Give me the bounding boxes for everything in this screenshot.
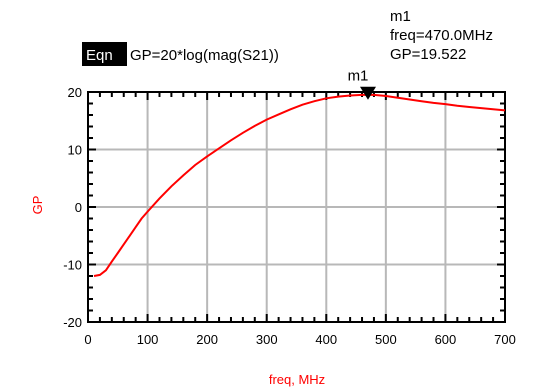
x-axis-label: freq, MHz bbox=[269, 372, 325, 387]
x-tick-label: 100 bbox=[137, 332, 159, 347]
x-tick-label: 0 bbox=[84, 332, 91, 347]
x-tick-label: 700 bbox=[494, 332, 516, 347]
y-tick-label: -10 bbox=[63, 258, 82, 273]
y-axis-label: GP bbox=[30, 196, 45, 215]
x-tick-label: 400 bbox=[315, 332, 337, 347]
eqn-tag: Eqn bbox=[86, 47, 113, 64]
y-tick-label: 10 bbox=[68, 143, 82, 158]
equation-text: GP=20*log(mag(S21)) bbox=[130, 47, 279, 64]
y-tick-label: -20 bbox=[63, 315, 82, 330]
y-tick-label: 20 bbox=[68, 85, 82, 100]
marker-readout-value: GP=19.522 bbox=[390, 46, 466, 63]
series-line bbox=[93, 93, 506, 277]
marker-triangle bbox=[359, 86, 376, 100]
x-tick-label: 200 bbox=[196, 332, 218, 347]
marker-label: m1 bbox=[348, 68, 369, 85]
marker-readout-freq: freq=470.0MHz bbox=[390, 27, 493, 44]
x-tick-label: 600 bbox=[435, 332, 457, 347]
marker-readout-name: m1 bbox=[390, 8, 411, 25]
x-tick-label: 500 bbox=[375, 332, 397, 347]
x-tick-label: 300 bbox=[256, 332, 278, 347]
eqn-tag-box bbox=[82, 42, 127, 66]
y-tick-label: 0 bbox=[75, 200, 82, 215]
